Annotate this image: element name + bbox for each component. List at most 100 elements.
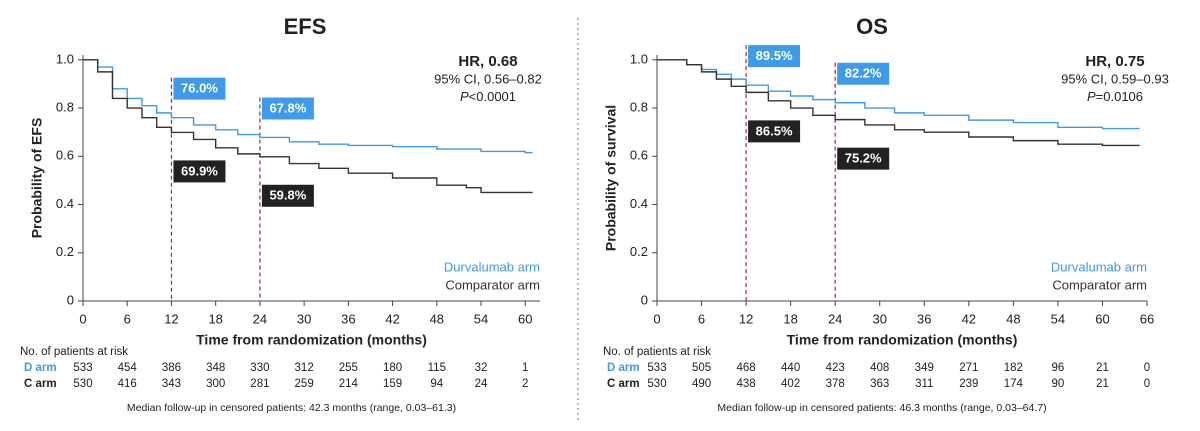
x-tick-label: 66 (1140, 311, 1154, 326)
legend-entry: Comparator arm (445, 277, 540, 292)
x-tick-label: 60 (518, 311, 532, 326)
y-tick-label: 0 (67, 292, 74, 307)
km-curve (83, 59, 533, 194)
landmark-label: 82.2% (845, 66, 882, 81)
risk-count: 505 (692, 362, 711, 374)
risk-count: 239 (959, 378, 978, 390)
x-tick-label: 42 (385, 311, 399, 326)
risk-count: 1 (522, 362, 528, 374)
landmark-box (748, 120, 801, 143)
risk-count: 311 (915, 378, 933, 390)
risk-table-title: No. of patients at risk (20, 346, 128, 358)
y-tick-label: 0.2 (630, 244, 648, 259)
risk-count: 115 (428, 362, 446, 374)
risk-count: 159 (383, 378, 402, 390)
confidence-interval: 95% CI, 0.56–0.82 (434, 71, 542, 86)
risk-row-label: C arm (24, 378, 57, 390)
risk-count: 490 (692, 378, 711, 390)
x-tick-label: 0 (79, 311, 86, 326)
risk-count: 0 (1144, 362, 1150, 374)
risk-count: 349 (915, 362, 934, 374)
risk-count: 408 (870, 362, 889, 374)
p-symbol: P (460, 89, 469, 104)
footnote: Median follow-up in censored patients: 4… (717, 402, 1046, 414)
confidence-interval: 95% CI, 0.59–0.93 (1061, 71, 1169, 86)
footnote: Median follow-up in censored patients: 4… (127, 402, 456, 414)
risk-count: 214 (339, 378, 359, 390)
risk-count: 271 (959, 362, 978, 374)
x-tick-label: 18 (208, 311, 222, 326)
landmark-box (173, 160, 226, 183)
x-tick-label: 6 (698, 311, 705, 326)
km-curve (83, 59, 533, 154)
y-tick-label: 0.2 (56, 244, 74, 259)
landmark-label: 59.8% (269, 188, 306, 203)
legend-entry: Comparator arm (1052, 277, 1147, 292)
risk-count: 348 (206, 362, 225, 374)
risk-count: 281 (250, 378, 269, 390)
risk-count: 378 (826, 378, 845, 390)
x-tick-label: 30 (297, 311, 311, 326)
x-tick-label: 0 (653, 311, 660, 326)
risk-count: 530 (73, 378, 92, 390)
x-tick-label: 48 (430, 311, 444, 326)
y-axis-title: Probability of survival (603, 105, 619, 251)
risk-count: 259 (295, 378, 314, 390)
landmark-box (173, 77, 226, 100)
x-tick-label: 54 (1051, 311, 1065, 326)
risk-count: 21 (1096, 362, 1109, 374)
landmark-box (837, 62, 890, 85)
x-tick-label: 12 (739, 311, 753, 326)
x-tick-label: 42 (962, 311, 976, 326)
chart-title: OS (856, 14, 888, 39)
landmark-box (748, 45, 801, 68)
risk-row-label: D arm (607, 362, 640, 374)
x-tick-label: 36 (341, 311, 355, 326)
landmark-label: 67.8% (269, 100, 306, 115)
risk-count: 32 (475, 362, 488, 374)
risk-count: 533 (647, 362, 666, 374)
landmark-label: 75.2% (845, 151, 882, 166)
risk-count: 300 (206, 378, 225, 390)
y-tick-label: 0 (641, 292, 648, 307)
x-axis-title: Time from randomization (months) (787, 332, 1018, 348)
risk-count: 21 (1096, 378, 1109, 390)
x-tick-label: 6 (124, 311, 131, 326)
risk-count: 343 (162, 378, 181, 390)
risk-count: 416 (118, 378, 137, 390)
y-tick-label: 1.0 (630, 51, 648, 66)
p-symbol: P (1087, 89, 1096, 104)
risk-count: 94 (430, 378, 443, 390)
risk-count: 180 (383, 362, 402, 374)
risk-count: 330 (250, 362, 269, 374)
risk-count: 533 (73, 362, 92, 374)
p-text: =0.0106 (1096, 89, 1143, 104)
risk-count: 402 (781, 378, 800, 390)
y-tick-label: 1.0 (56, 51, 74, 66)
legend-entry: Durvalumab arm (1051, 259, 1147, 274)
risk-count: 454 (118, 362, 138, 374)
x-tick-label: 60 (1095, 311, 1109, 326)
hazard-ratio: HR, 0.75 (1085, 53, 1144, 70)
p-value: P=0.0106 (1087, 89, 1143, 104)
y-tick-label: 0.4 (630, 196, 648, 211)
y-tick-label: 0.4 (56, 196, 74, 211)
y-tick-label: 0.6 (630, 148, 648, 163)
landmark-label: 86.5% (756, 123, 793, 138)
risk-count: 2 (522, 378, 528, 390)
risk-count: 423 (826, 362, 845, 374)
risk-count: 363 (870, 378, 889, 390)
y-tick-label: 0.8 (56, 99, 74, 114)
x-tick-label: 48 (1006, 311, 1020, 326)
x-tick-label: 18 (783, 311, 797, 326)
legend-entry: Durvalumab arm (444, 259, 540, 274)
landmark-label: 76.0% (181, 81, 218, 96)
p-value: P<0.0001 (460, 89, 516, 104)
x-tick-label: 24 (828, 311, 842, 326)
x-tick-label: 12 (164, 311, 178, 326)
chart-title: EFS (284, 14, 327, 39)
y-axis-title: Probability of EFS (29, 118, 45, 239)
risk-count: 182 (1004, 362, 1023, 374)
hazard-ratio: HR, 0.68 (458, 53, 517, 70)
risk-count: 24 (475, 378, 488, 390)
